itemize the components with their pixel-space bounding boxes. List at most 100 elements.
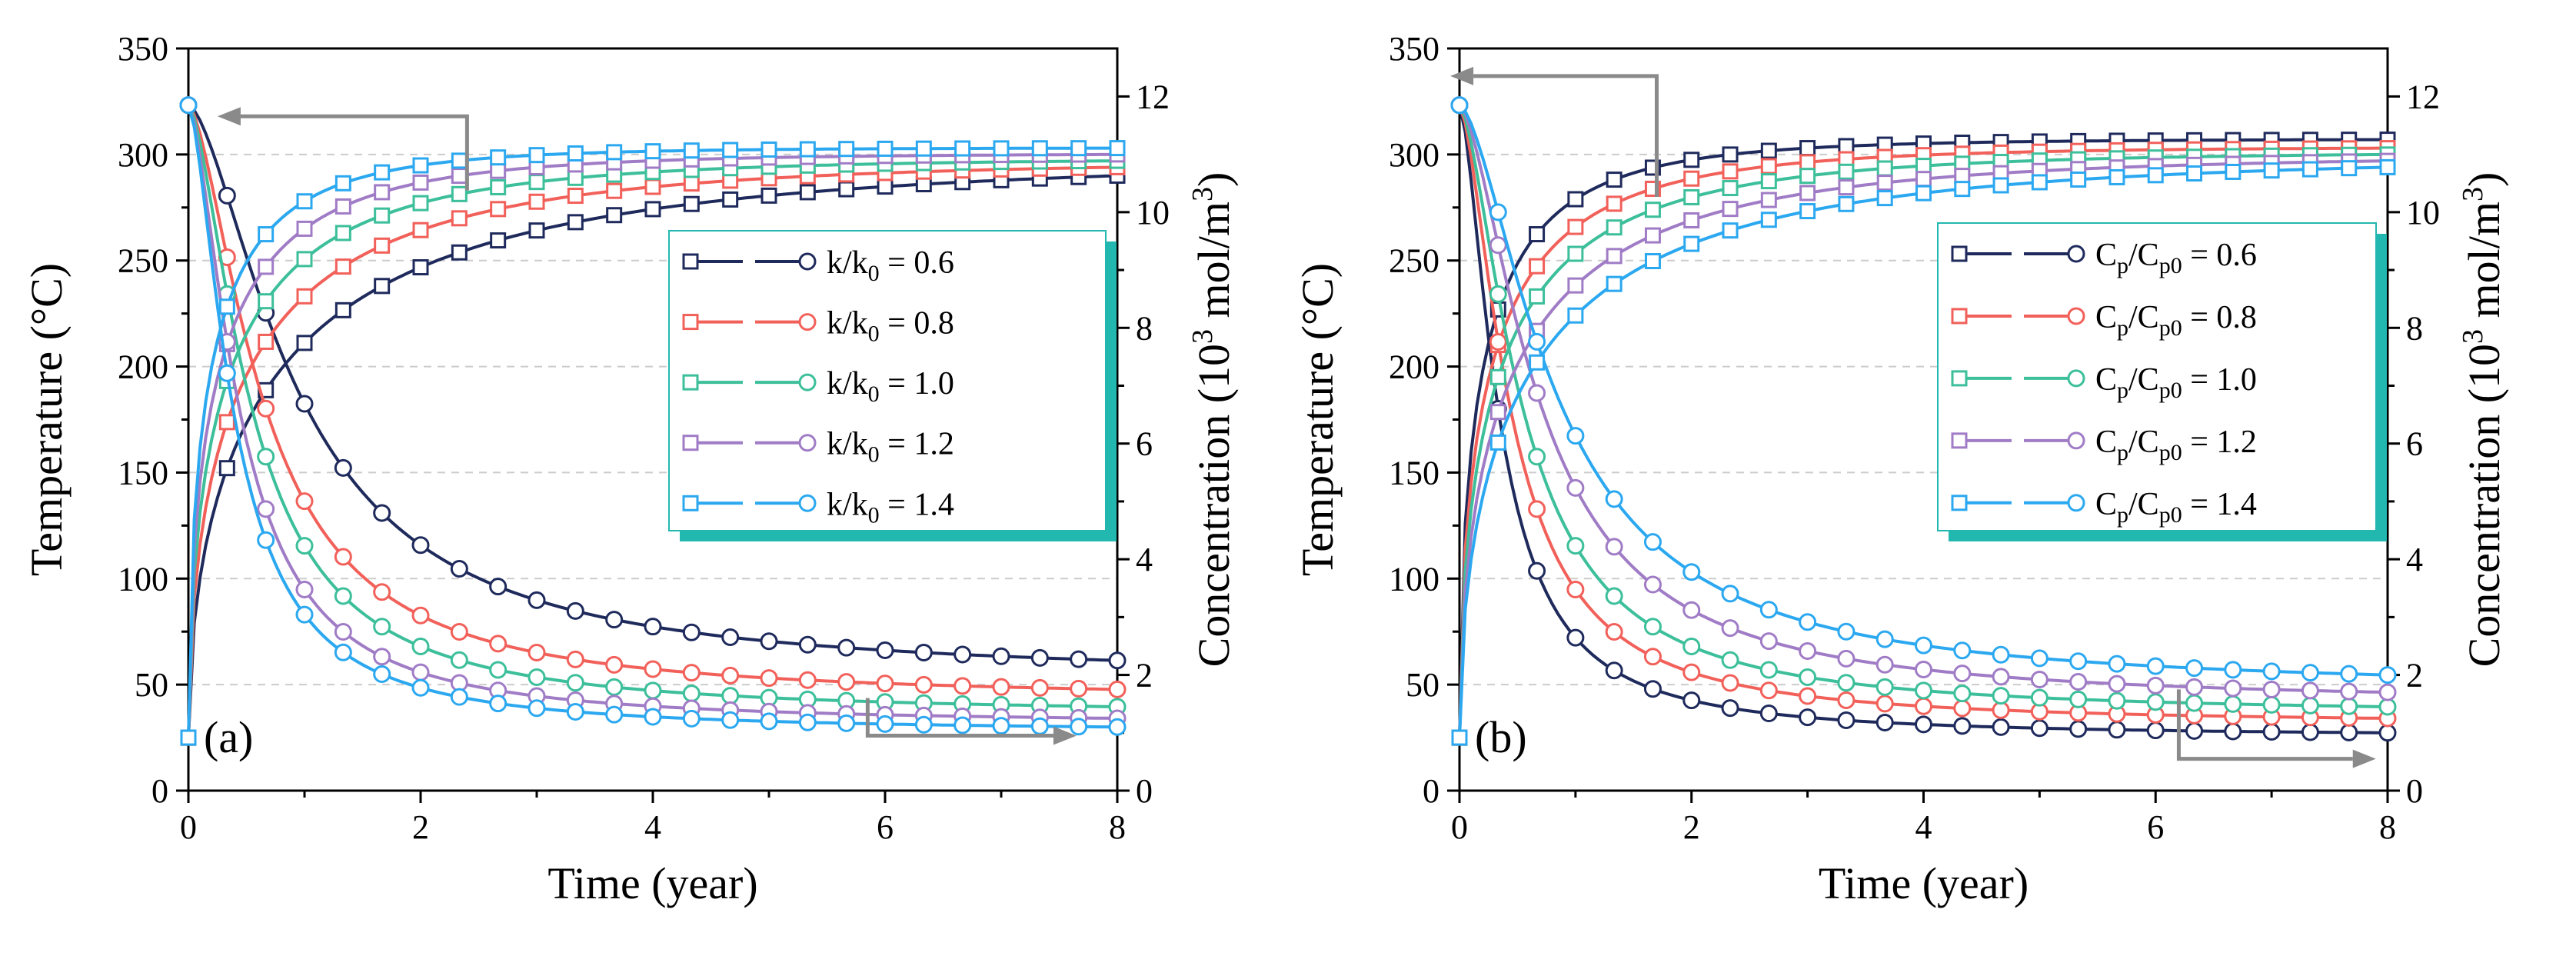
temperature-marker xyxy=(1799,154,1816,171)
concentration-marker xyxy=(528,668,546,686)
concentration-marker xyxy=(1489,332,1507,351)
legend-square-marker xyxy=(682,314,699,331)
concentration-marker xyxy=(605,705,624,724)
arrow-head-left xyxy=(217,107,241,126)
concentration-marker xyxy=(411,663,430,681)
concentration-marker xyxy=(218,364,236,382)
concentration-marker xyxy=(373,665,391,684)
temperature-marker xyxy=(1109,140,1126,157)
temperature-marker xyxy=(374,184,391,201)
concentration-marker xyxy=(334,548,352,566)
concentration-marker xyxy=(914,675,933,694)
temperature-marker xyxy=(1799,140,1816,157)
concentration-marker xyxy=(334,623,352,641)
y-left-tick-label: 250 xyxy=(1389,242,1439,280)
temperature-marker xyxy=(1489,368,1506,385)
concentration-marker xyxy=(1992,718,2010,736)
y-right-tick-label: 6 xyxy=(1136,425,1153,463)
concentration-marker xyxy=(1108,718,1127,736)
concentration-marker xyxy=(682,685,701,703)
concentration-marker xyxy=(1070,718,1088,736)
concentration-marker xyxy=(450,688,468,706)
y-right-tick-label: 10 xyxy=(2406,194,2440,232)
concentration-marker xyxy=(450,651,468,669)
concentration-marker xyxy=(721,666,740,685)
concentration-marker xyxy=(1915,715,1932,734)
concentration-marker xyxy=(257,500,275,518)
concentration-marker xyxy=(1489,285,1507,303)
legend-square-marker xyxy=(682,435,699,451)
temperature-marker xyxy=(296,251,313,268)
concentration-marker xyxy=(1721,651,1739,669)
legend-label: Cp/Cp0 = 1.4 xyxy=(2095,487,2257,528)
legend-label: Cp/Cp0 = 0.6 xyxy=(2095,238,2257,278)
temperature-marker xyxy=(258,226,275,243)
legend-label: Cp/Cp0 = 1.0 xyxy=(2095,362,2257,403)
concentration-marker xyxy=(1721,585,1739,603)
panel-a: 0 2 4 6 8050100150200250300350024681012Time … xyxy=(22,30,1239,908)
concentration-marker xyxy=(1605,538,1623,556)
temperature-marker xyxy=(567,169,584,186)
temperature-marker xyxy=(567,188,584,205)
temperature-marker xyxy=(1031,140,1048,157)
temperature-marker xyxy=(296,288,313,305)
temperature-marker xyxy=(877,140,894,157)
concentration-marker xyxy=(257,448,275,466)
concentration-marker xyxy=(2224,722,2242,741)
arrow-head-left xyxy=(1450,66,1474,85)
concentration-marker xyxy=(605,611,624,629)
concentration-marker xyxy=(2378,698,2397,716)
x-tick-label: 8 xyxy=(2379,808,2396,846)
temperature-marker xyxy=(1876,175,1893,192)
arrow-to-right-axis xyxy=(2176,689,2353,761)
temperature-marker xyxy=(2147,167,2164,184)
temperature-marker xyxy=(451,152,468,169)
temperature-marker xyxy=(451,244,468,261)
arrow-head-right xyxy=(1053,726,1077,745)
temperature-marker xyxy=(374,278,391,295)
concentration-marker xyxy=(450,560,468,578)
legend-circle-marker xyxy=(798,313,817,331)
temperature-marker xyxy=(567,214,584,231)
concentration-marker xyxy=(1643,648,1662,666)
concentration-marker xyxy=(954,716,972,734)
temperature-marker xyxy=(412,259,429,276)
concentration-marker xyxy=(1953,699,1972,718)
temperature-marker xyxy=(412,222,429,238)
y-left-tick-label: 0 xyxy=(1423,772,1439,810)
temperature-marker xyxy=(490,232,507,249)
concentration-marker xyxy=(1605,490,1623,508)
concentration-marker xyxy=(373,648,391,666)
concentration-marker xyxy=(1682,638,1701,656)
concentration-marker xyxy=(1759,601,1778,619)
y-right-tick-label: 12 xyxy=(2406,78,2440,115)
legend-label: Cp/Cp0 = 0.8 xyxy=(2095,300,2257,341)
y-left-tick-label: 0 xyxy=(151,772,168,810)
temperature-marker xyxy=(1567,218,1584,235)
legend-box xyxy=(668,230,1107,531)
x-tick-label: 2 xyxy=(1683,808,1700,846)
concentration-marker xyxy=(1915,660,1932,678)
concentration-marker xyxy=(721,687,740,705)
concentration-marker xyxy=(334,458,352,477)
concentration-marker xyxy=(489,661,508,679)
legend-square-marker xyxy=(1951,432,1968,449)
concentration-marker xyxy=(1605,587,1623,605)
concentration-marker xyxy=(1450,96,1469,115)
temperature-marker xyxy=(722,191,739,208)
temperature-marker xyxy=(528,193,545,210)
temperature-marker xyxy=(1606,195,1622,212)
concentration-marker xyxy=(1837,674,1855,692)
concentration-marker xyxy=(605,655,624,674)
y-left-tick-label: 150 xyxy=(118,454,168,491)
concentration-marker xyxy=(1992,645,2010,664)
concentration-marker xyxy=(1566,580,1585,598)
temperature-marker xyxy=(993,140,1010,157)
temperature-marker xyxy=(490,162,507,179)
temperature-marker xyxy=(334,198,351,215)
concentration-marker xyxy=(682,664,701,682)
y-left-tick-label: 200 xyxy=(1389,348,1439,386)
temperature-marker xyxy=(567,145,584,162)
legend-label: k/k0 = 1.4 xyxy=(827,487,954,528)
